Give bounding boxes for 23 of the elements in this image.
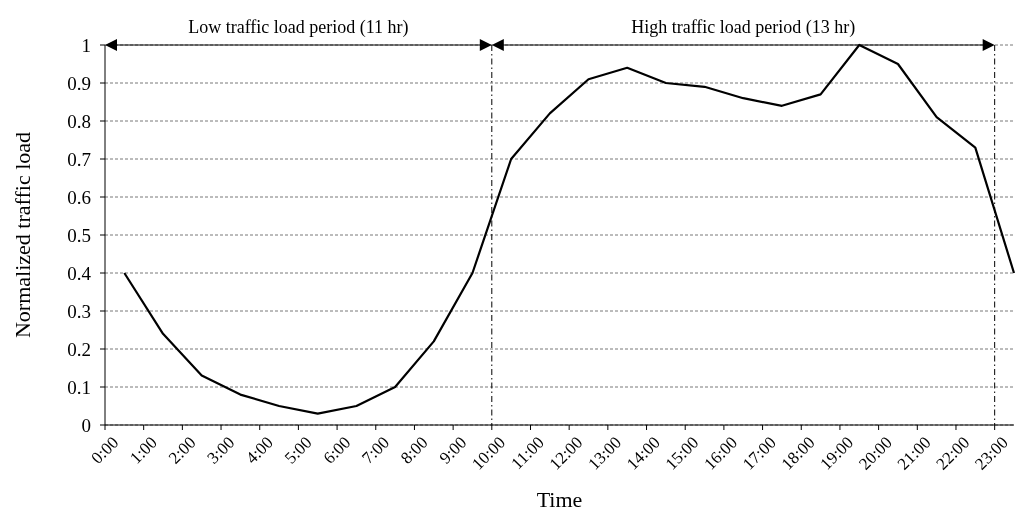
y-tick-label: 0.8 — [67, 110, 91, 132]
x-tick-label: 2:00 — [164, 432, 200, 468]
x-tick-label: 6:00 — [319, 432, 355, 468]
y-tick-label: 0.7 — [67, 148, 91, 170]
y-tick-label: 0.9 — [67, 72, 91, 94]
y-tick-label: 0.5 — [67, 224, 91, 246]
x-tick-label: 1:00 — [126, 432, 161, 468]
x-axis-title: Time — [536, 487, 583, 511]
y-tick-label: 0.4 — [67, 262, 92, 284]
x-tick-label: 9:00 — [435, 432, 471, 468]
x-tick-label: 7:00 — [358, 432, 394, 468]
text: High traffic load period (13 hr) — [631, 17, 856, 38]
x-tick-label: 5:00 — [280, 432, 316, 468]
y-axis-title: Normalized traffic load — [10, 131, 35, 339]
x-tick-label: 3:00 — [203, 432, 239, 468]
x-tick-label: 8:00 — [396, 432, 432, 468]
y-tick-label: 1 — [81, 34, 91, 56]
y-tick-label: 0.6 — [67, 186, 91, 208]
y-tick-label: 0.3 — [67, 300, 91, 322]
y-tick-label: 0.2 — [67, 338, 91, 360]
text: Low traffic load period (11 hr) — [188, 17, 409, 38]
y-tick-label: 0.1 — [67, 376, 91, 398]
x-tick-label: 4:00 — [242, 432, 277, 468]
